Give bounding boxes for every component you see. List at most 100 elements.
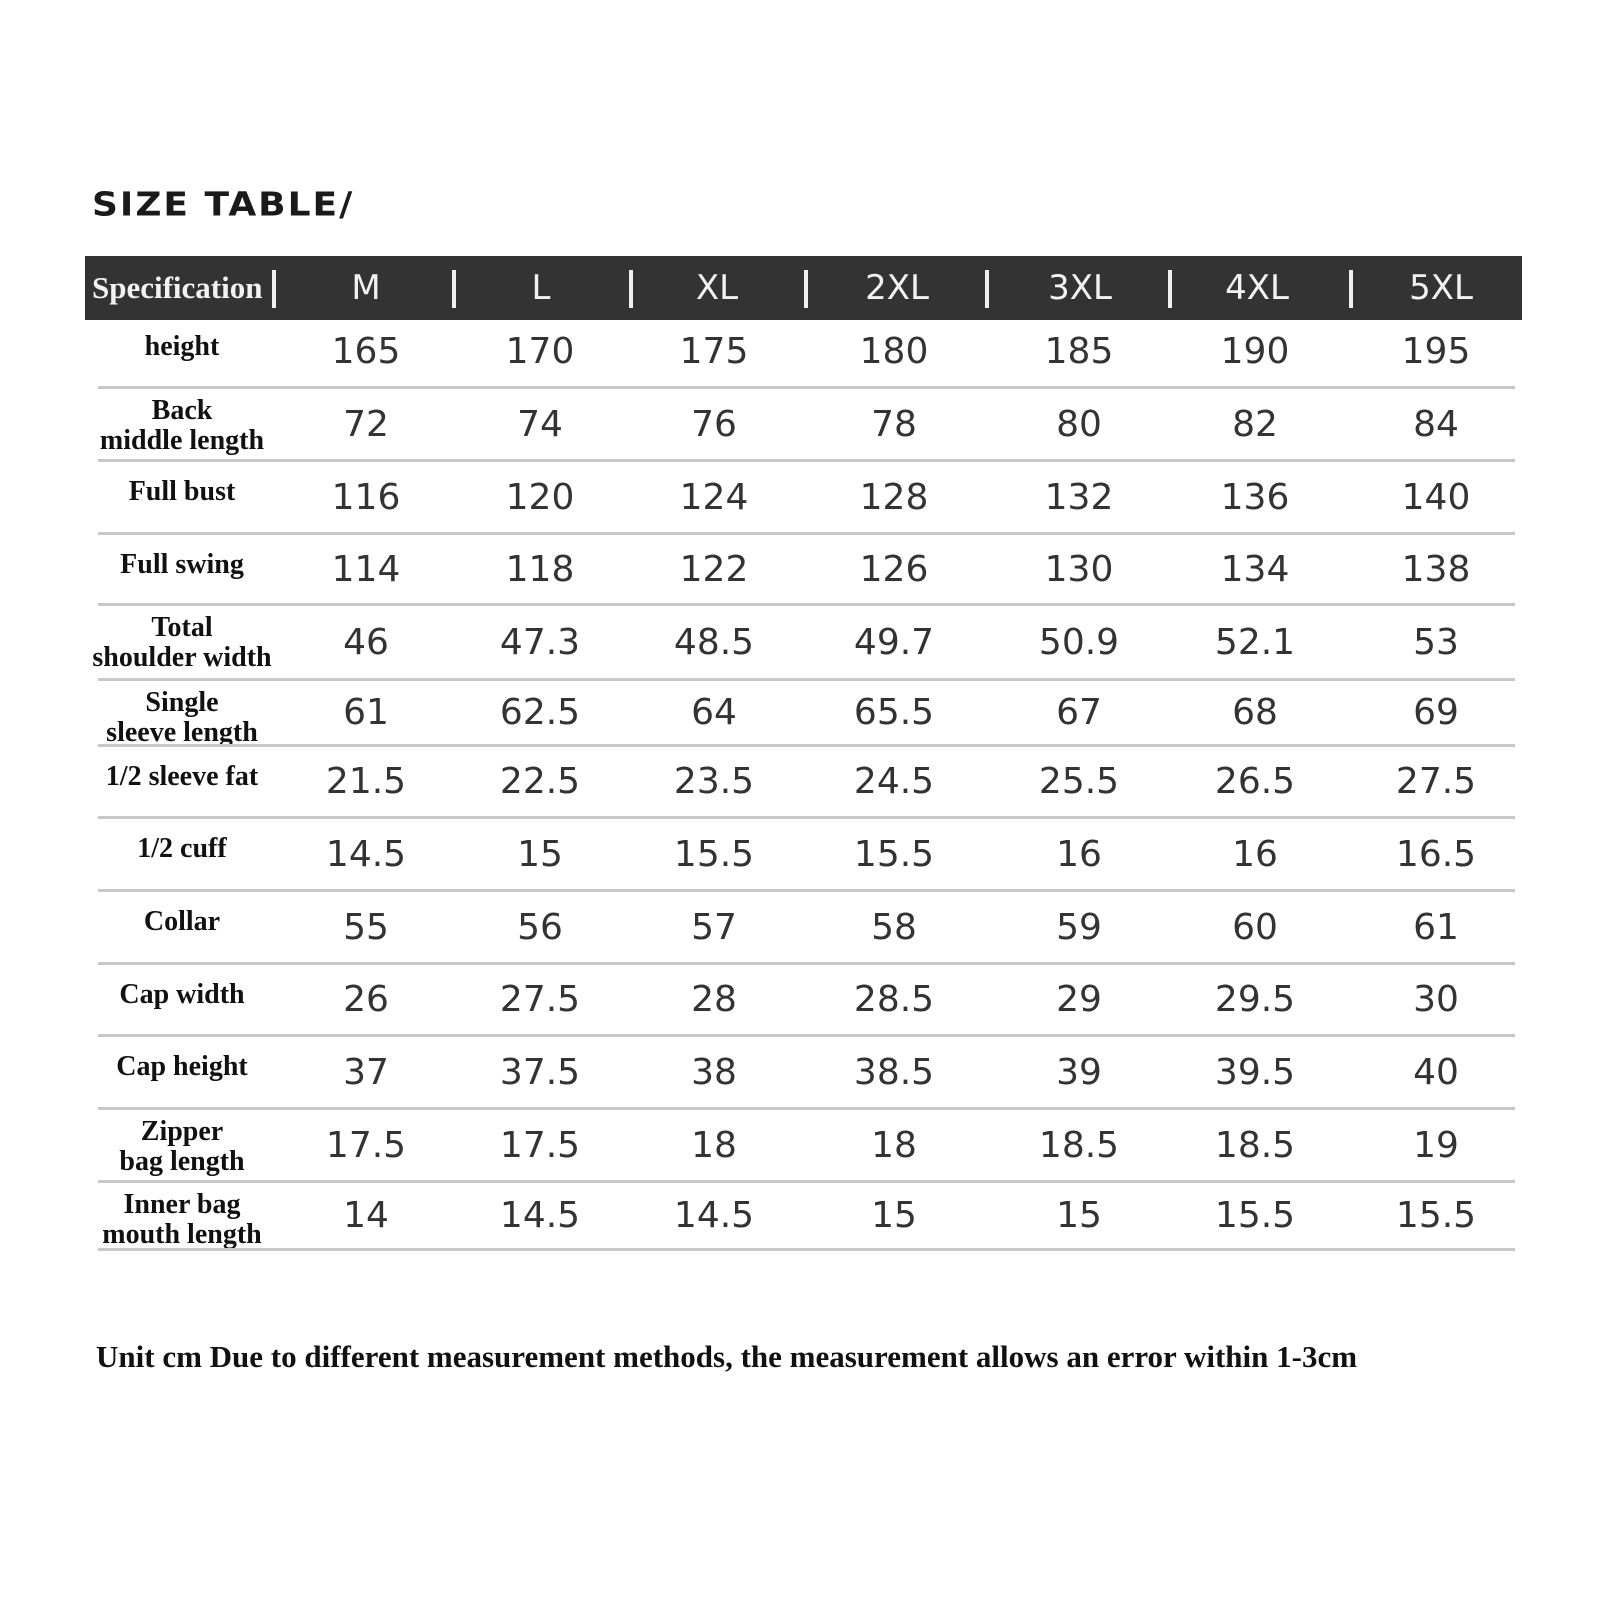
- cell-value: 114: [331, 548, 401, 590]
- cell-value: 57: [691, 906, 737, 948]
- cell-value: 56: [517, 906, 563, 948]
- cell-value: 16.5: [1395, 833, 1477, 875]
- cell-value: 185: [1044, 331, 1114, 372]
- cell-value: 122: [679, 548, 749, 590]
- row-divider: [98, 1107, 1515, 1110]
- table-row: Inner bag mouth length 14 14.5 14.5 15 15 15.5 1…: [0, 1188, 1601, 1251]
- cell-value: 60: [1232, 906, 1278, 948]
- row-label-cap-height: Cap height: [116, 1051, 248, 1082]
- cell-value: 74: [517, 403, 563, 445]
- row-label-back-middle-length: Back middle length: [99, 395, 265, 456]
- row-divider: [98, 603, 1515, 606]
- table-row: Total shoulder width 46 47.3 48.5 49.7 50.9 52.…: [0, 611, 1601, 681]
- row-label-inner-bag-mouth-length: Inner bag mouth length: [102, 1189, 262, 1250]
- header-size-xl: XL: [695, 268, 739, 308]
- cell-value: 37: [343, 1051, 389, 1093]
- header-specification: Specification: [92, 270, 263, 305]
- table-row: Collar 55 56 57 58 59 60 61: [0, 897, 1601, 965]
- cell-value: 134: [1220, 548, 1290, 590]
- cell-value: 126: [859, 548, 929, 590]
- cell-value: 15.5: [1395, 1195, 1477, 1236]
- cell-value: 29.5: [1214, 979, 1296, 1020]
- cell-value: 165: [331, 331, 401, 372]
- table-row: Zipper bag length 17.5 17.5 18 18 18.5 18.5 19: [0, 1115, 1601, 1183]
- cell-value: 18.5: [1214, 1124, 1296, 1166]
- cell-value: 136: [1220, 476, 1290, 518]
- row-divider: [98, 889, 1515, 892]
- cell-value: 72: [343, 403, 389, 445]
- row-divider: [98, 1180, 1515, 1183]
- row-divider: [98, 1034, 1515, 1037]
- row-divider: [98, 459, 1515, 462]
- cell-value: 15: [517, 833, 563, 875]
- cell-value: 175: [679, 331, 749, 372]
- header-separator: [985, 270, 989, 308]
- row-divider: [98, 532, 1515, 535]
- cell-value: 78: [871, 403, 917, 445]
- header-size-l: L: [531, 268, 551, 308]
- cell-value: 124: [679, 476, 749, 518]
- cell-value: 61: [343, 692, 389, 733]
- cell-value: 25.5: [1038, 761, 1120, 802]
- cell-value: 37.5: [499, 1051, 581, 1093]
- cell-value: 27.5: [499, 979, 581, 1020]
- cell-value: 14.5: [325, 833, 407, 875]
- cell-value: 46: [343, 621, 389, 663]
- cell-value: 28.5: [853, 979, 935, 1020]
- cell-value: 69: [1413, 692, 1459, 733]
- cell-value: 28: [691, 979, 737, 1020]
- table-row: Full swing 114 118 122 126 130 134 138: [0, 540, 1601, 606]
- cell-value: 16: [1232, 833, 1278, 875]
- measurement-note: Unit cm Due to different measurement met…: [96, 1339, 1358, 1374]
- cell-value: 22.5: [499, 761, 581, 802]
- cell-value: 118: [505, 548, 575, 590]
- header-separator: [1349, 270, 1353, 308]
- row-divider: [98, 678, 1515, 681]
- cell-value: 15: [1056, 1195, 1102, 1236]
- header-size-2xl: 2XL: [865, 268, 929, 308]
- cell-value: 80: [1056, 403, 1102, 445]
- cell-value: 132: [1044, 476, 1114, 518]
- row-label-zipper-bag-length: Zipper bag length: [119, 1116, 245, 1177]
- header-size-5xl: 5XL: [1409, 268, 1473, 308]
- cell-value: 15.5: [853, 833, 935, 875]
- cell-value: 62.5: [499, 692, 581, 733]
- header-separator: [452, 270, 456, 308]
- cell-value: 23.5: [673, 761, 755, 802]
- table-row: height 165 170 175 180 185 190 195: [0, 322, 1601, 389]
- size-table-title: SIZE TABLE/: [92, 186, 355, 224]
- cell-value: 17.5: [325, 1124, 407, 1166]
- cell-value: 21.5: [325, 761, 407, 802]
- row-label-height: height: [144, 331, 220, 362]
- cell-value: 40: [1413, 1051, 1459, 1093]
- cell-value: 26: [343, 979, 389, 1020]
- cell-value: 27.5: [1395, 761, 1477, 802]
- cell-value: 190: [1220, 331, 1290, 372]
- header-size-4xl: 4XL: [1225, 268, 1289, 308]
- cell-value: 82: [1232, 403, 1278, 445]
- cell-value: 67: [1056, 692, 1102, 733]
- cell-value: 140: [1401, 476, 1471, 518]
- cell-value: 26.5: [1214, 761, 1296, 802]
- cell-value: 29: [1056, 979, 1102, 1020]
- table-header: Specification M L XL 2XL 3XL 4XL 5XL: [85, 256, 1522, 320]
- cell-value: 39: [1056, 1051, 1102, 1093]
- cell-value: 14: [343, 1195, 389, 1236]
- row-divider: [98, 1248, 1515, 1251]
- cell-value: 50.9: [1038, 621, 1120, 663]
- row-label-collar: Collar: [143, 906, 221, 937]
- cell-value: 15.5: [673, 833, 755, 875]
- cell-value: 17.5: [499, 1124, 581, 1166]
- row-label-single-sleeve-length: Single sleeve length: [106, 687, 258, 748]
- row-label-half-sleeve-fat: 1/2 sleeve fat: [105, 761, 259, 792]
- cell-value: 68: [1232, 692, 1278, 733]
- cell-value: 120: [505, 476, 575, 518]
- cell-value: 30: [1413, 979, 1459, 1020]
- row-label-full-bust: Full bust: [128, 476, 236, 507]
- table-row: Back middle length 72 74 76 78 80 82 84: [0, 394, 1601, 462]
- cell-value: 24.5: [853, 761, 935, 802]
- cell-value: 18.5: [1038, 1124, 1120, 1166]
- cell-value: 18: [691, 1124, 737, 1166]
- cell-value: 52.1: [1214, 621, 1296, 663]
- header-separator: [804, 270, 808, 308]
